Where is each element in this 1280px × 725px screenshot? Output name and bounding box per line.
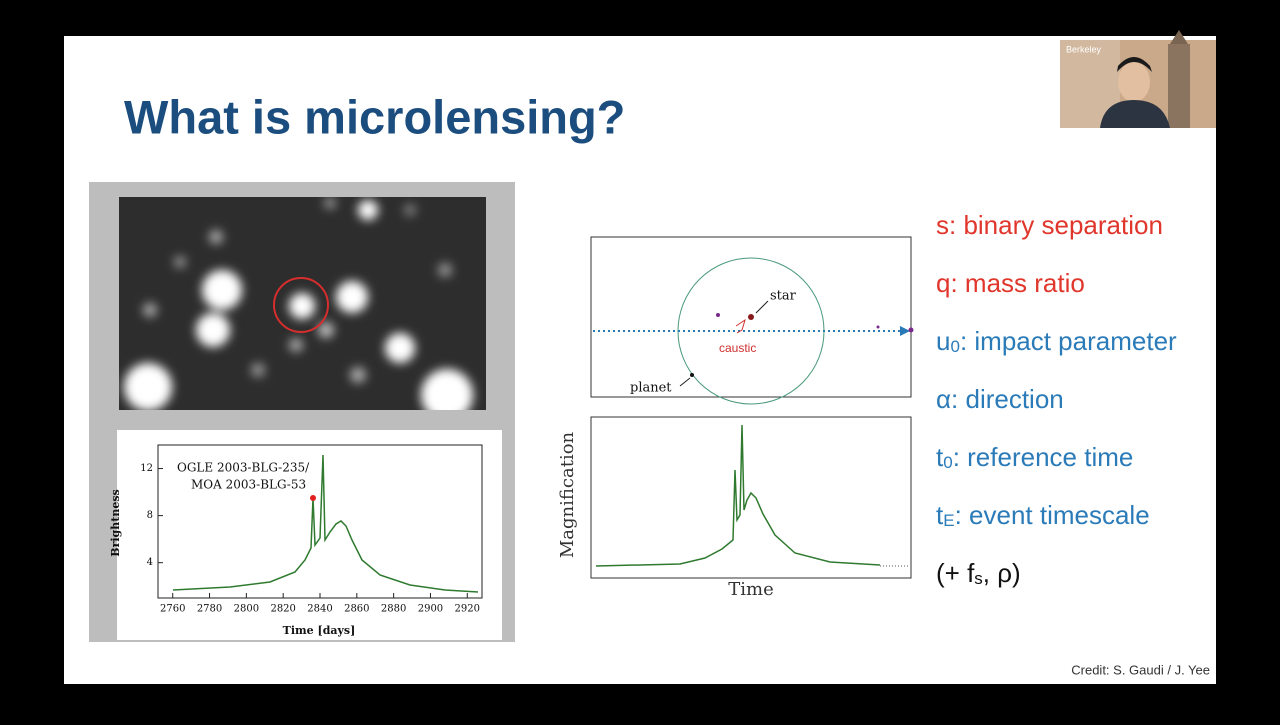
parameter-symbol: s: [936, 210, 949, 240]
y-axis-label: Magnification: [557, 431, 578, 558]
parameter: (+ fs, ρ): [936, 558, 1021, 589]
x-tick-label: 2780: [197, 604, 222, 615]
x-tick-label: 2800: [234, 604, 259, 615]
parameter-text: : mass ratio: [950, 268, 1084, 298]
planet-label: planet: [630, 381, 672, 396]
parameter: t0: reference time: [936, 442, 1133, 473]
y-axis-label: Brightness: [109, 489, 122, 556]
x-axis-label: Time: [728, 579, 773, 600]
x-tick-label: 2860: [344, 604, 369, 615]
legend-line: MOA 2003-BLG-53: [191, 478, 306, 492]
legend-line: OGLE 2003-BLG-235/: [177, 461, 310, 475]
parameter-subscript: s: [974, 569, 983, 588]
left-figure: 2760 2780 2800 2820 2840 2860 2880 2900 2920 4 8 12…: [89, 182, 515, 642]
parameter-symbol: q: [936, 268, 950, 298]
star-label: star: [770, 289, 797, 304]
credit: Credit: S. Gaudi / J. Yee: [1071, 662, 1210, 677]
y-tick-label: 8: [147, 510, 153, 521]
parameter-text: : event timescale: [955, 500, 1150, 530]
x-tick-label: 2920: [455, 604, 480, 615]
parameter-text: : direction: [951, 384, 1064, 414]
parameter-symbol: t: [936, 500, 944, 530]
right-figure: star caustic planet Magnification Time: [557, 236, 914, 600]
webcam-label: Berkeley: [1066, 44, 1102, 54]
parameter: tE: event timescale: [936, 500, 1150, 531]
parameter: q: mass ratio: [936, 268, 1085, 298]
parameter-symbol: t: [936, 442, 944, 472]
caustic-label: caustic: [719, 341, 756, 355]
x-tick-label: 2880: [381, 604, 406, 615]
parameter-text: : impact parameter: [960, 326, 1177, 356]
y-tick-label: 12: [140, 463, 153, 474]
parameter-text: , ρ): [983, 558, 1021, 588]
parameter-text: : binary separation: [949, 210, 1163, 240]
parameter-symbol: u: [936, 326, 950, 356]
y-tick-label: 4: [147, 557, 153, 568]
x-tick-label: 2900: [418, 604, 443, 615]
parameter-text: : reference time: [953, 442, 1134, 472]
x-tick-label: 2840: [307, 604, 332, 615]
parameter: s: binary separation: [936, 210, 1163, 240]
parameter: u0: impact parameter: [936, 326, 1177, 357]
parameter: α: direction: [936, 384, 1064, 414]
x-tick-label: 2820: [270, 604, 295, 615]
parameter-subscript: E: [943, 511, 954, 530]
x-tick-label: 2760: [160, 604, 185, 615]
parameter-subscript: 0: [950, 337, 959, 356]
parameter-subscript: 0: [943, 453, 952, 472]
parameter-symbol: α: [936, 384, 951, 414]
parameter-symbol: (+ f: [936, 558, 975, 588]
x-axis-label: Time [days]: [283, 624, 356, 637]
webcam: Berkeley: [1060, 30, 1216, 128]
slide-title: What is microlensing?: [124, 90, 625, 143]
